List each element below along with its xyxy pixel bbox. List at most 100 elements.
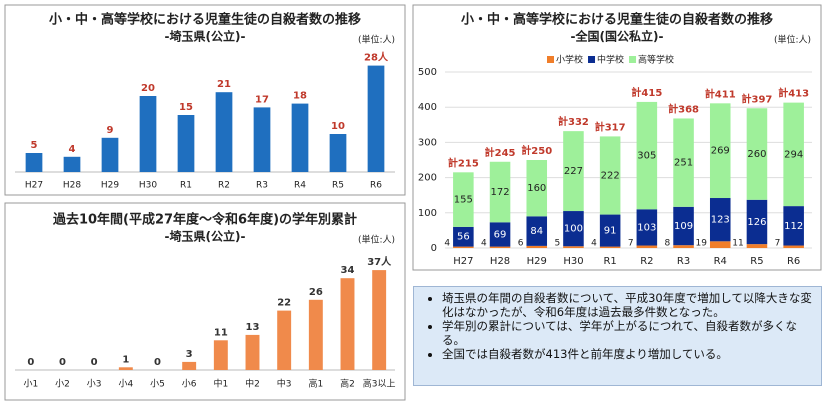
x-tick-label: R5 [750, 256, 763, 267]
bar [367, 65, 385, 172]
value-label: 15 [179, 102, 193, 113]
y-tick-label: 200 [418, 173, 437, 184]
value-label: 11 [214, 327, 228, 338]
total-label: 計250 [521, 144, 552, 157]
x-tick-label: R2 [218, 181, 230, 191]
bar-segment [746, 108, 768, 200]
bar-segment [526, 216, 548, 246]
x-tick-label: H30 [563, 256, 583, 267]
value-label: 155 [454, 195, 473, 206]
bar-segment [526, 160, 548, 217]
total-label: 計368 [668, 102, 699, 115]
value-label: 69 [494, 229, 507, 240]
total-label: 計411 [705, 87, 736, 100]
x-tick-label: 小3 [87, 379, 102, 390]
bar-segment [783, 245, 804, 248]
value-label: 17 [255, 94, 269, 105]
value-label: 56 [457, 232, 470, 243]
x-tick-label: 高1 [308, 378, 323, 390]
value-label: 22 [277, 298, 291, 309]
value-label: 5 [554, 239, 560, 249]
value-label: 0 [27, 357, 34, 368]
y-tick-label: 100 [418, 208, 437, 219]
bar-segment [636, 245, 658, 248]
value-label: 7 [775, 239, 781, 249]
x-tick-label: 小1 [23, 379, 38, 390]
bar-segment [599, 246, 621, 248]
legend-label: 中学校 [597, 54, 624, 66]
value-label: 251 [674, 158, 693, 169]
bar [245, 334, 260, 370]
bar [329, 134, 347, 172]
bar [213, 340, 228, 370]
unit-label: (単位:人) [358, 234, 395, 246]
legend-label: 高等学校 [638, 54, 674, 66]
bar-segment [746, 199, 768, 245]
chart-title: 過去10年間(平成27年度～令和6年度)の学年別累計 [52, 212, 357, 228]
bar-segment [673, 245, 694, 248]
value-label: 21 [217, 79, 231, 90]
bar [182, 361, 197, 370]
x-tick-label: H28 [63, 181, 81, 191]
value-label: 103 [637, 222, 656, 233]
legend-swatch [588, 56, 596, 63]
value-label: 172 [491, 187, 510, 198]
x-tick-label: 小6 [182, 379, 197, 390]
chart-subtitle: -埼玉県(公立)- [165, 29, 246, 44]
value-label: 269 [711, 146, 730, 157]
x-tick-label: 小4 [118, 379, 133, 390]
value-label: 26 [309, 287, 323, 298]
total-label: 計397 [742, 92, 773, 105]
y-tick-label: 500 [418, 67, 437, 78]
value-label: 123 [711, 215, 730, 226]
bar [308, 299, 323, 370]
value-label: 34 [341, 265, 355, 276]
value-label: 4 [591, 239, 597, 249]
bar-segment [489, 246, 511, 248]
value-label: 10 [331, 121, 345, 132]
value-label: 126 [747, 217, 766, 228]
chart-title: 小・中・高等学校における児童生徒の自殺者数の推移 [461, 12, 773, 28]
x-tick-label: R6 [787, 256, 800, 267]
chart-subtitle: -全国(国公私立)- [571, 29, 664, 44]
chart-subtitle: -埼玉県(公立)- [165, 229, 246, 244]
legend-swatch [547, 56, 554, 63]
value-label: 6 [518, 239, 524, 249]
unit-label: (単位:人) [774, 34, 811, 46]
value-label: 5 [31, 140, 38, 151]
bar [177, 115, 195, 172]
x-tick-label: 中3 [277, 378, 292, 390]
bar-segment [673, 206, 694, 246]
x-tick-label: R2 [640, 256, 653, 267]
x-tick-label: R1 [603, 256, 616, 267]
value-label: 18 [293, 91, 307, 102]
x-tick-label: H28 [490, 256, 510, 267]
total-label: 計415 [631, 86, 662, 99]
value-label: 0 [154, 357, 161, 368]
x-tick-label: H27 [453, 256, 473, 267]
value-label: 84 [530, 226, 543, 237]
bar-segment [636, 101, 658, 210]
unit-label: (単位:人) [358, 34, 395, 46]
value-label: 13 [246, 322, 260, 333]
total-label: 計413 [778, 87, 809, 100]
x-tick-label: R6 [370, 181, 382, 191]
bar-segment [783, 102, 804, 207]
y-tick-label: 400 [418, 102, 437, 113]
bar-segment [453, 246, 474, 248]
bar-segment [673, 118, 694, 207]
bar [340, 278, 355, 370]
value-label: 4 [69, 144, 76, 155]
x-tick-label: R4 [714, 256, 727, 267]
bar-segment [563, 246, 584, 248]
panel [4, 202, 406, 401]
bar [215, 92, 233, 172]
bar-segment [709, 103, 731, 199]
total-label: 計317 [595, 120, 626, 133]
value-label: 109 [674, 221, 693, 232]
x-tick-label: 高2 [340, 378, 355, 390]
bar [277, 310, 292, 370]
value-label: 222 [601, 170, 620, 181]
x-tick-label: H30 [139, 181, 157, 191]
